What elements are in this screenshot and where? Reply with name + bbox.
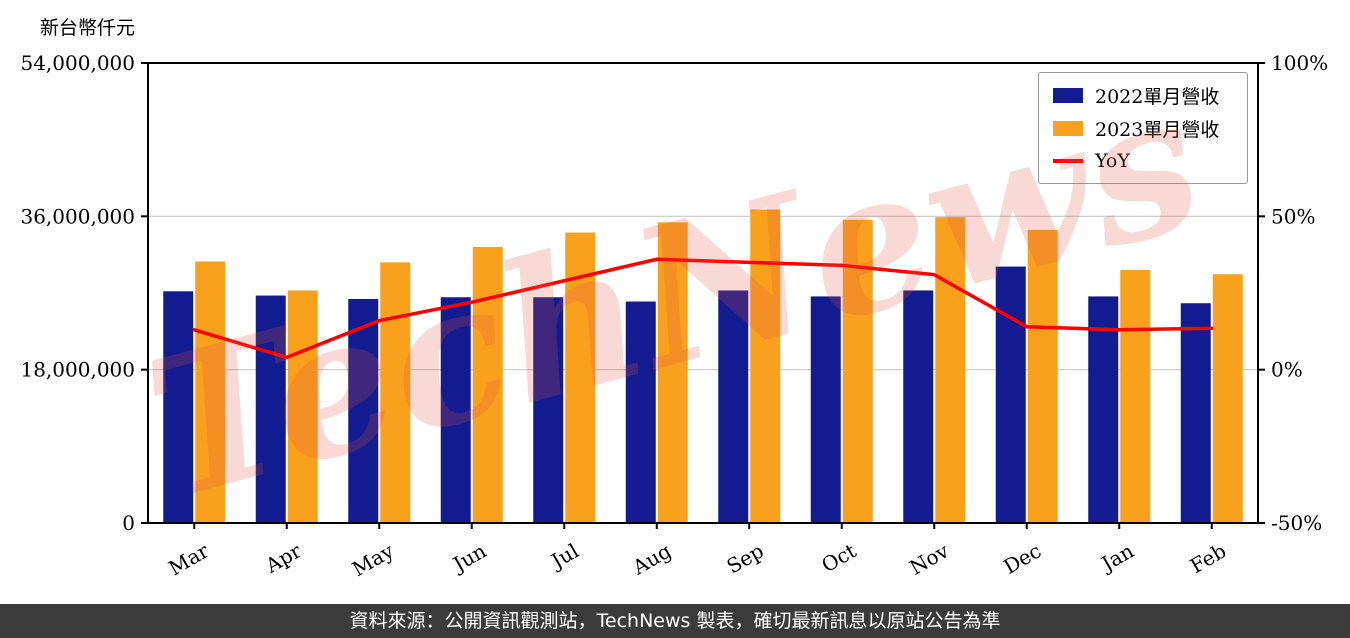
bar-2023-Dec [1027, 229, 1058, 524]
legend-item-2022: 2022單月營收 [1053, 82, 1233, 108]
left-tick-label: 0 [122, 511, 135, 535]
right-tick-label: 50% [1271, 204, 1315, 228]
x-tick-label: Apr [261, 538, 306, 578]
x-tick-label: Mar [164, 538, 213, 580]
x-tick-label: Jun [447, 538, 490, 577]
x-tick-label: Jul [545, 539, 582, 574]
x-tick-label: Feb [1186, 539, 1230, 578]
bar-2022-Aug [625, 301, 656, 523]
bar-2022-Jan [1088, 296, 1119, 523]
legend-item-yoy: YoY [1053, 148, 1233, 174]
bar-2023-Feb [1212, 274, 1243, 523]
x-tick-label: Nov [905, 538, 953, 580]
bar-2022-Jun [440, 297, 471, 523]
bar-2023-Aug [657, 222, 688, 523]
x-tick-label: Sep [723, 539, 768, 579]
x-tick-label: Dec [999, 539, 1045, 579]
x-tick-label: Oct [817, 539, 860, 578]
bar-2023-Jan [1120, 270, 1151, 523]
x-tick-label: Jan [1096, 538, 1138, 576]
bar-2022-Apr [255, 295, 286, 523]
legend-label-yoy: YoY [1095, 150, 1130, 172]
right-tick-label: 0% [1271, 358, 1303, 382]
footer-bar: 資料來源：公開資訊觀測站，TechNews 製表，確切最新訊息以原站公告為準 [0, 604, 1350, 638]
y-axis-unit-label: 新台幣仟元 [40, 17, 136, 39]
yoy-line [192, 257, 1214, 360]
bar-2022-Jul [533, 297, 564, 523]
bar-2022-May [348, 298, 379, 523]
plot-border [147, 62, 1259, 524]
bar-2023-Sep [750, 209, 781, 523]
bar-2022-Dec [995, 266, 1026, 523]
bar-2022-Feb [1180, 303, 1211, 523]
bar-2023-Mar [195, 261, 226, 523]
legend-label-2023: 2023單月營收 [1095, 118, 1220, 141]
right-tick-label: 100% [1271, 51, 1328, 75]
left-tick-label: 54,000,000 [20, 51, 135, 75]
bar-2023-May [380, 262, 411, 523]
legend-swatch-yoy [1053, 159, 1083, 163]
bar-2023-Nov [935, 217, 966, 523]
x-tick-label: May [348, 538, 398, 581]
bar-2023-Oct [842, 219, 873, 524]
x-tick-label: Aug [628, 538, 676, 579]
left-tick-label: 18,000,000 [20, 358, 135, 382]
legend-item-2023: 2023單月營收 [1053, 115, 1233, 141]
legend-swatch-2022 [1053, 87, 1083, 103]
left-tick-label: 36,000,000 [20, 204, 135, 228]
bar-2022-Mar [163, 291, 194, 523]
bar-2023-Jun [472, 247, 503, 523]
legend-label-2022: 2022單月營收 [1095, 85, 1220, 108]
right-tick-label: -50% [1271, 511, 1322, 535]
bar-2022-Oct [810, 296, 841, 523]
bar-2022-Sep [718, 290, 749, 523]
bar-2022-Nov [903, 290, 934, 523]
legend-swatch-2023 [1053, 120, 1083, 136]
legend: 2022單月營收 2023單月營收 YoY [1038, 72, 1248, 184]
chart-canvas: 0 18,000,000 36,000,000 54,000,000 -50% 0% 50%… [20, 51, 1328, 581]
bar-2023-Apr [287, 290, 318, 523]
